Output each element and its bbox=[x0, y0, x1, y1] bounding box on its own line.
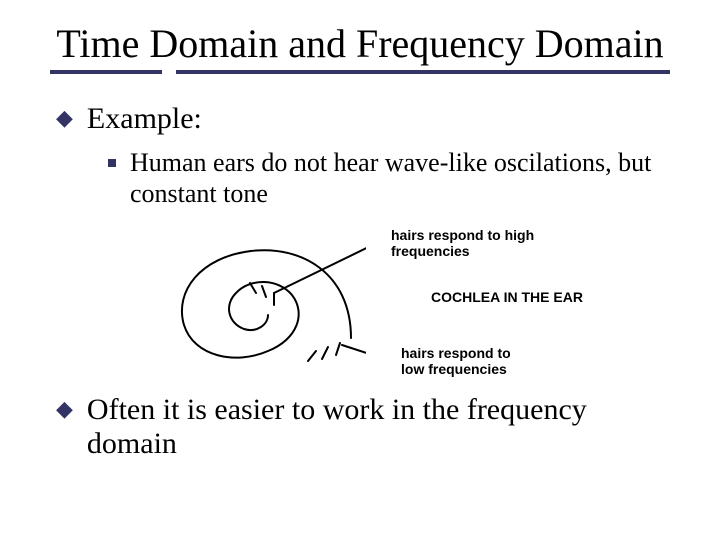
bullet-example: ◆ Example: bbox=[56, 102, 664, 137]
label-low-line2: low frequencies bbox=[401, 361, 507, 377]
label-high-line1: hairs respond to high bbox=[391, 227, 534, 243]
cochlea-svg bbox=[156, 223, 366, 383]
bullet-example-text: Example: bbox=[87, 102, 202, 137]
label-low-line1: hairs respond to bbox=[401, 345, 511, 361]
slide-content: ◆ Example: Human ears do not hear wave-l… bbox=[0, 74, 720, 462]
bullet-often-text: Often it is easier to work in the freque… bbox=[87, 393, 664, 462]
diamond-bullet-icon: ◆ bbox=[56, 106, 73, 130]
title-underline-wrap bbox=[0, 70, 720, 74]
slide-title-area: Time Domain and Frequency Domain bbox=[0, 0, 720, 66]
label-low-freq: hairs respond to low frequencies bbox=[401, 345, 511, 377]
cochlea-diagram: hairs respond to high frequencies COCHLE… bbox=[156, 223, 626, 383]
title-underline-gap bbox=[162, 66, 176, 78]
sub-bullet-text: Human ears do not hear wave-like oscilat… bbox=[130, 147, 664, 209]
diamond-bullet-icon: ◆ bbox=[56, 397, 73, 421]
bullet-often: ◆ Often it is easier to work in the freq… bbox=[56, 393, 664, 462]
title-underline bbox=[50, 70, 670, 74]
label-high-freq: hairs respond to high frequencies bbox=[391, 227, 534, 259]
label-cochlea: COCHLEA IN THE EAR bbox=[431, 289, 583, 305]
square-bullet-icon bbox=[108, 159, 116, 167]
label-high-line2: frequencies bbox=[391, 243, 470, 259]
slide-title: Time Domain and Frequency Domain bbox=[50, 22, 670, 66]
sub-bullet-human-ears: Human ears do not hear wave-like oscilat… bbox=[108, 147, 664, 209]
